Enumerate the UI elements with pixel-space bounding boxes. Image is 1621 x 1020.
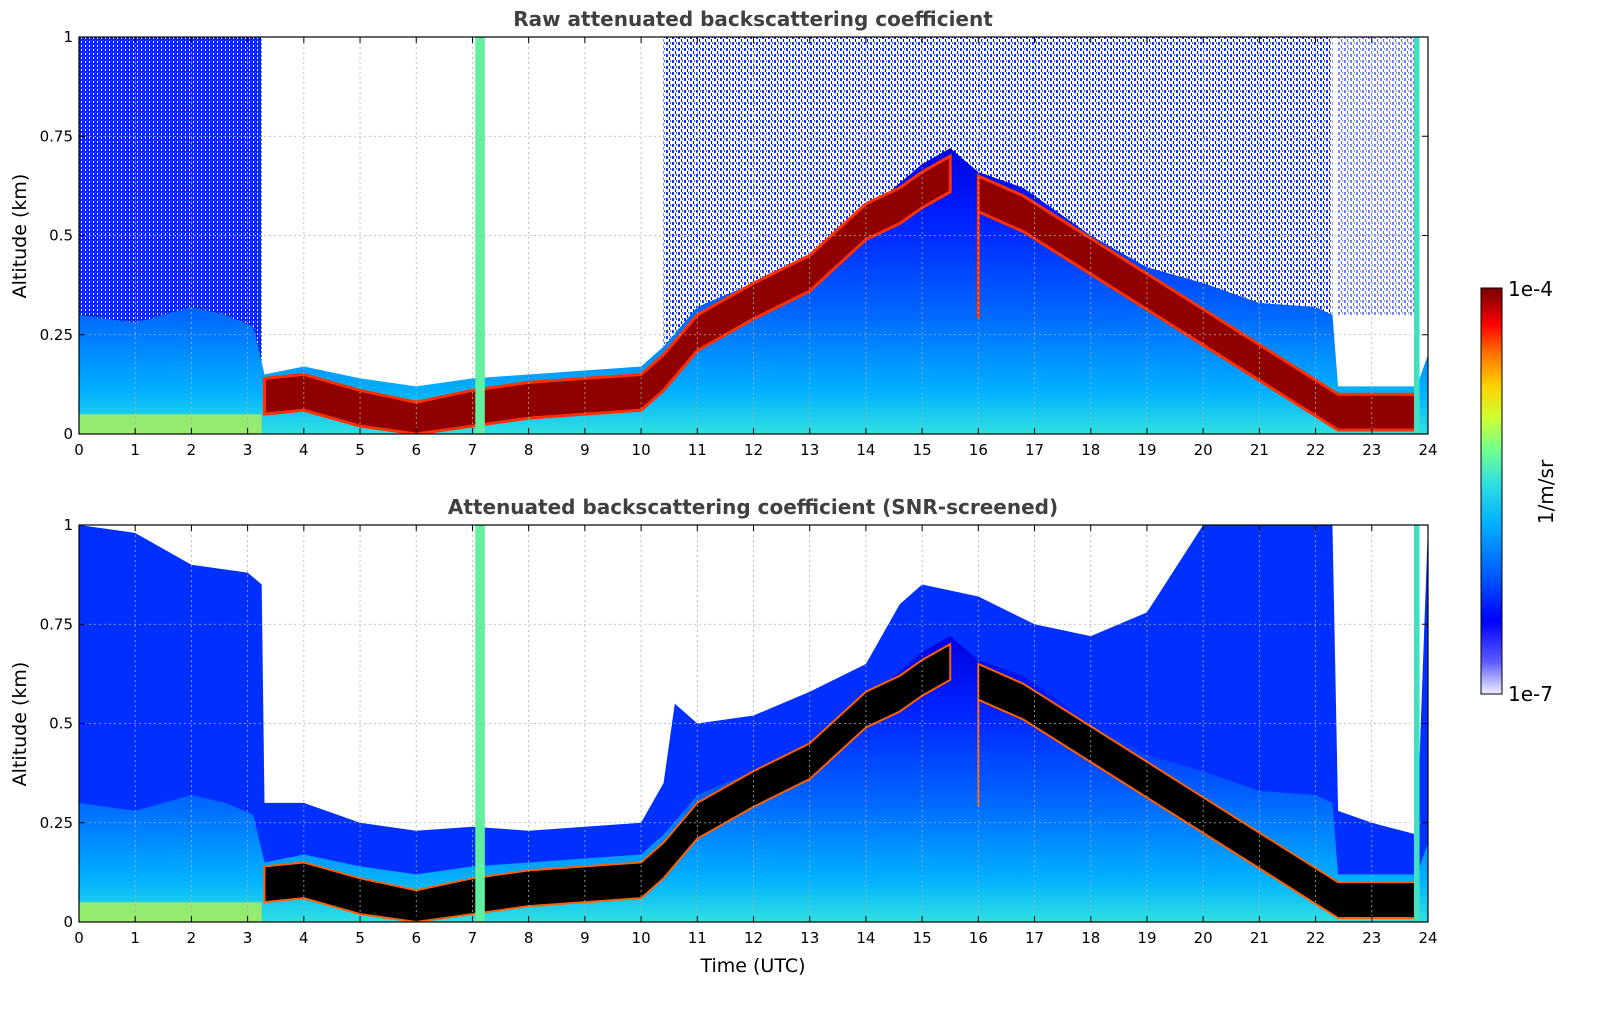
x-tick-label: 17 [1025,929,1044,947]
x-tick-label: 7 [468,929,478,947]
x-tick-label: 22 [1306,929,1325,947]
y-axis-label: Altitude (km) [9,174,31,299]
chart-title: Attenuated backscattering coefficient (S… [448,495,1058,519]
colorbar-max-label: 1e-4 [1508,277,1553,301]
x-tick-label: 16 [969,929,988,947]
y-tick-label: 0.25 [40,326,73,344]
x-tick-label: 17 [1025,441,1044,459]
x-tick-label: 20 [1194,441,1213,459]
x-axis-label: Time (UTC) [699,955,805,977]
x-tick-label: 4 [299,929,309,947]
precip-spike [1413,37,1420,434]
x-tick-label: 8 [524,441,534,459]
y-axis-label: Altitude (km) [9,662,31,787]
x-tick-label: 18 [1081,441,1100,459]
x-axis-ticks: 0 1 2 3 4 5 6 7 8 9 10 11 12 13 14 15 16 17 18 19 20 21 22 23 24 [74,525,1438,947]
x-tick-label: 16 [969,441,988,459]
x-tick-label: 1 [130,929,140,947]
x-tick-label: 9 [580,441,590,459]
x-tick-label: 9 [580,929,590,947]
x-tick-label: 7 [468,441,478,459]
colorbar-gradient [1480,287,1503,695]
y-axis-ticks: 0 0.25 0.5 0.75 1 [40,516,1428,931]
gridlines [79,525,1428,922]
y-tick-label: 1 [63,28,73,46]
x-tick-label: 20 [1194,929,1213,947]
colorbar: 1e-4 1e-7 1/m/sr [1480,277,1558,706]
x-tick-label: 5 [355,929,365,947]
y-tick-label: 0 [63,913,73,931]
x-tick-label: 24 [1418,929,1437,947]
noise-region [1338,37,1417,315]
y-tick-label: 0.75 [40,615,73,633]
x-tick-label: 12 [744,441,763,459]
x-tick-label: 2 [187,441,197,459]
raw-backscatter-panel: Raw attenuated backscattering coefficien… [9,7,1438,459]
y-tick-label: 1 [63,516,73,534]
x-tick-label: 2 [187,929,197,947]
x-tick-label: 1 [130,441,140,459]
x-tick-label: 3 [243,929,253,947]
y-tick-label: 0.5 [49,227,73,245]
x-tick-label: 21 [1250,441,1269,459]
x-tick-label: 11 [688,441,707,459]
x-tick-label: 13 [800,441,819,459]
snr-screened-backscatter-panel: Attenuated backscattering coefficient (S… [9,495,1438,977]
x-tick-label: 23 [1362,441,1381,459]
x-tick-label: 3 [243,441,253,459]
x-tick-label: 14 [856,441,875,459]
surface-band [79,414,262,434]
x-tick-label: 19 [1137,929,1156,947]
surface-band [79,902,262,922]
y-tick-label: 0.75 [40,127,73,145]
x-tick-label: 6 [411,441,421,459]
saturated-layer [263,642,952,922]
x-tick-label: 21 [1250,929,1269,947]
precip-spike [1413,525,1420,922]
x-tick-label: 15 [913,441,932,459]
gridlines [79,37,1428,434]
dense-layer [262,153,952,434]
x-tick-label: 19 [1137,441,1156,459]
y-axis-ticks: 0 0.25 0.5 0.75 1 [40,28,1428,443]
x-tick-label: 10 [632,929,651,947]
chart-title: Raw attenuated backscattering coefficien… [513,7,993,31]
x-tick-label: 22 [1306,441,1325,459]
x-tick-label: 15 [913,929,932,947]
x-tick-label: 6 [411,929,421,947]
x-tick-label: 10 [632,441,651,459]
x-tick-label: 0 [74,929,84,947]
x-tick-label: 13 [800,929,819,947]
x-tick-label: 4 [299,441,309,459]
y-tick-label: 0 [63,425,73,443]
x-tick-label: 23 [1362,929,1381,947]
x-tick-label: 12 [744,929,763,947]
x-tick-label: 8 [524,929,534,947]
x-tick-label: 24 [1418,441,1437,459]
x-axis-ticks: 0 1 2 3 4 5 6 7 8 9 10 11 12 13 14 15 16 17 18 19 20 21 22 23 24 [74,37,1438,459]
x-tick-label: 0 [74,441,84,459]
x-tick-label: 14 [856,929,875,947]
y-tick-label: 0.5 [49,715,73,733]
x-tick-label: 11 [688,929,707,947]
colorbar-unit-label: 1/m/sr [1534,459,1558,524]
x-tick-label: 18 [1081,929,1100,947]
y-tick-label: 0.25 [40,814,73,832]
x-tick-label: 5 [355,441,365,459]
colorbar-min-label: 1e-7 [1508,682,1553,706]
